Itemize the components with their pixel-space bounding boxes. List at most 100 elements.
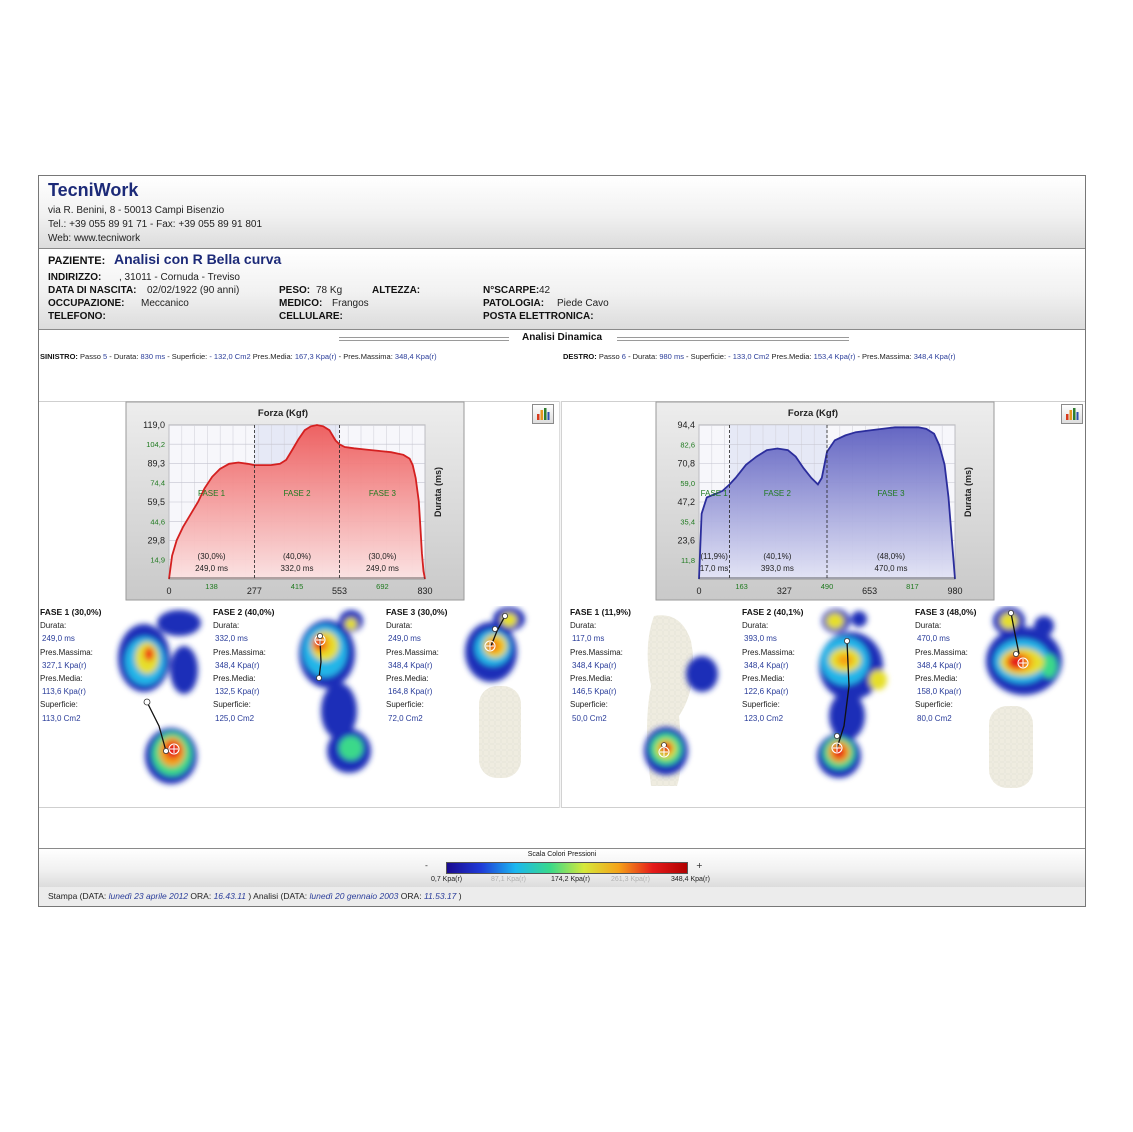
phase-label: FASE 2 [283,489,311,498]
birth-value: 02/02/1922 (90 anni) [147,285,240,296]
force-area [699,427,955,579]
left-step-summary: SINISTRO: Passo 5 - Durata: 830 ms - Sup… [40,352,437,361]
phase-title: FASE 1 (30,0%) [40,607,102,617]
scale-label: 87,1 Kpa(r) [491,876,527,883]
company-phone: Tel.: +39 055 89 91 71 - Fax: +39 055 89… [48,219,263,230]
avg-pressure-value: 132,5 Kpa(r) [215,687,260,697]
shoe-value: 42 [539,285,551,296]
x-tick-label: 817 [906,582,919,591]
right-phase-1-info: FASE 1 (11,9%) Durata: 117,0 ms Pres.Mas… [570,606,631,725]
max-pressure-value: 327,1 Kpa(r) [42,660,87,670]
y-tick-label: 47,2 [677,497,695,507]
x-tick-label: 138 [205,582,218,591]
y-tick-label: 94,4 [677,420,695,430]
phase-duration: 17,0 ms [700,564,728,573]
analysis-time: 11.53.17 [423,891,457,901]
right-chart-options-button[interactable] [1061,404,1083,424]
company-header: TecniWork via R. Benini, 8 - 50013 Campi… [39,176,1085,249]
max-pressure-value: 348,4 Kpa(r) [744,660,789,670]
force-chart-svg: Forza (Kgf) 94,4 82,6 70,8 59,0 47,2 35,4 23,6 1… [655,401,995,601]
bar-chart-icon [537,408,550,420]
left-phase-3-footprint [465,607,525,778]
avg-pressure-value: 164,8 Kpa(r) [388,687,433,697]
phase-title: FASE 3 (30,0%) [386,607,448,617]
panel-divider[interactable] [559,401,562,808]
y-tick-label: 23,6 [677,536,695,546]
avg-pressure-value: 122,6 Kpa(r) [744,687,789,697]
left-step-value: 5 [102,352,108,361]
color-scale-bar [446,862,688,874]
right-phase-3-footprint [986,607,1062,788]
email-label: POSTA ELETTRONICA: [483,311,594,322]
duration-label: Durata: [213,621,240,631]
company-address: via R. Benini, 8 - 50013 Campi Bisenzio [48,205,225,216]
y-tick-label: 29,8 [147,535,165,545]
duration-value: 470,0 ms [917,634,950,644]
right-step-summary: DESTRO: Passo 6 - Durata: 980 ms - Super… [563,352,955,361]
left-phase-2-info: FASE 2 (40,0%) Durata: 332,0 ms Pres.Mas… [213,606,274,725]
max-pressure-label: Pres.Massima: [213,647,266,657]
phase-label: FASE 2 [764,489,792,498]
title-rule-left [339,337,509,343]
analysis-time-label: ORA: [400,891,422,901]
right-duration-value: 980 ms [659,352,684,361]
right-force-chart: Forza (Kgf) 94,4 82,6 70,8 59,0 47,2 35,4 23,6 1… [655,401,995,601]
surface-value: 80,0 Cm2 [917,713,952,723]
phase-duration: 393,0 ms [761,564,794,573]
pathology-value: Piede Cavo [557,298,609,309]
surface-label: Superficie: [915,700,953,710]
right-avg-value: 153,4 Kpa(r) [813,352,856,361]
y-axis-label: Durata (ms) [963,467,973,517]
right-step-value: 6 [621,352,626,361]
avg-pressure-label: Pres.Media: [742,674,785,684]
patient-name: Analisi con R Bella curva [114,251,282,267]
avg-pressure-label: Pres.Media: [386,674,429,684]
y-tick-label: 104,2 [146,440,165,449]
patient-label: PAZIENTE: [48,255,106,267]
surface-label: Superficie: [213,700,251,710]
left-force-chart: Forza (Kgf) 119,0 104,2 89,3 74,4 59,5 44,6 29,… [125,401,465,601]
phase-percent: (30,0%) [198,552,226,561]
y-tick-label: 11,8 [681,556,695,565]
duration-value: 393,0 ms [744,634,777,644]
doctor-label: MEDICO: [279,298,323,309]
duration-value: 332,0 ms [215,634,248,644]
chart-title: Forza (Kgf) [788,408,838,419]
x-tick-label: 830 [417,586,432,596]
avg-pressure-label: Pres.Media: [915,674,958,684]
y-tick-label: 89,3 [147,458,165,468]
left-max-value: 348,4 Kpa(r) [394,352,437,361]
y-tick-label: 74,4 [150,479,165,488]
left-surface-label: - Superficie: [167,352,208,361]
section-title: Analisi Dinamica [521,332,603,343]
panel-bottom-line [39,807,1085,808]
right-max-value: 348,4 Kpa(r) [913,352,956,361]
left-surface-value: - 132,0 Cm2 [209,352,251,361]
max-pressure-label: Pres.Massima: [915,647,968,657]
left-chart-options-button[interactable] [532,404,554,424]
max-pressure-value: 348,4 Kpa(r) [388,660,433,670]
weight-value: 78 Kg [316,285,343,296]
avg-pressure-label: Pres.Media: [213,674,256,684]
phone-label: TELEFONO: [48,311,106,322]
scale-label: 0,7 Kpa(r) [431,876,463,883]
left-max-label: - Pres.Massima: [338,352,393,361]
surface-label: Superficie: [570,700,608,710]
y-tick-label: 59,0 [680,479,695,488]
patient-header: PAZIENTE: Analisi con R Bella curva INDI… [39,249,1085,330]
surface-value: 50,0 Cm2 [572,713,607,723]
avg-pressure-label: Pres.Media: [40,674,83,684]
chart-title: Forza (Kgf) [258,408,308,419]
phase-percent: (40,1%) [763,552,791,561]
surface-label: Superficie: [386,700,424,710]
y-axis-label: Durata (ms) [433,467,443,517]
pathology-label: PATOLOGIA: [483,298,545,309]
phase-title: FASE 1 (11,9%) [570,607,631,617]
max-pressure-value: 348,4 Kpa(r) [917,660,962,670]
left-step-label: Passo [80,352,101,361]
right-phase-3-info: FASE 3 (48,0%) Durata: 470,0 ms Pres.Mas… [915,606,976,725]
print-time-label: ORA: [190,891,212,901]
phase-percent: (48,0%) [877,552,905,561]
surface-label: Superficie: [40,700,78,710]
avg-pressure-label: Pres.Media: [570,674,613,684]
